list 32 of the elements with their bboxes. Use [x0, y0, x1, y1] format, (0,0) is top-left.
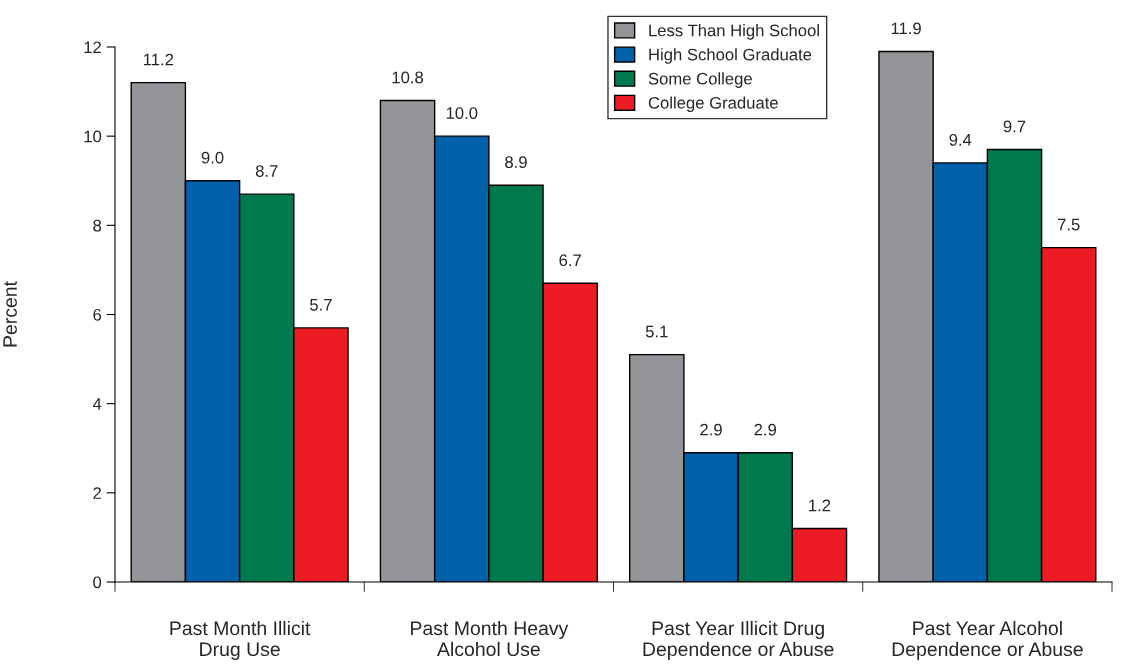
data-label: 10.0	[446, 107, 478, 119]
y-axis-title: Percent	[3, 281, 17, 347]
legend-label: Some College	[648, 72, 752, 88]
data-label: 1.2	[809, 499, 831, 512]
y-tick-label: 8	[93, 219, 102, 232]
data-label: 11.2	[143, 53, 174, 66]
y-tick-label: 12	[84, 41, 101, 54]
x-tick-label: Past Year Illicit Drug Dependence or Abuse	[643, 620, 834, 660]
data-label: 11.9	[891, 22, 921, 35]
data-label: 10.8	[392, 71, 424, 84]
data-label: 9.4	[949, 133, 972, 146]
x-tick-label: Past Month Illicit Drug Use	[170, 620, 311, 660]
data-label: 6.7	[559, 254, 581, 267]
y-tick-label: 10	[84, 130, 102, 143]
legend-label: Less Than High School	[649, 24, 819, 40]
y-tick-label: 0	[93, 576, 102, 589]
y-tick-label: 2	[93, 487, 101, 499]
legend-label: High School Graduate	[649, 48, 812, 64]
data-label: 9.0	[201, 151, 224, 164]
y-tick-label: 4	[92, 398, 102, 410]
data-label: 7.5	[1057, 218, 1080, 231]
data-label: 2.9	[754, 423, 777, 436]
data-label: 8.9	[505, 156, 527, 169]
data-label: 8.7	[255, 165, 278, 177]
data-label: 5.1	[645, 325, 668, 338]
legend-label: College Graduate	[648, 96, 778, 112]
y-tick-label: 6	[93, 308, 102, 321]
x-tick-label: Past Year Alcohol Dependence or Abuse	[892, 620, 1083, 660]
data-label: 9.7	[1003, 120, 1026, 133]
x-tick-label: Past Month Heavy Alcohol Use	[411, 620, 569, 657]
data-label: 2.9	[700, 423, 722, 436]
data-label: 5.7	[310, 299, 332, 311]
